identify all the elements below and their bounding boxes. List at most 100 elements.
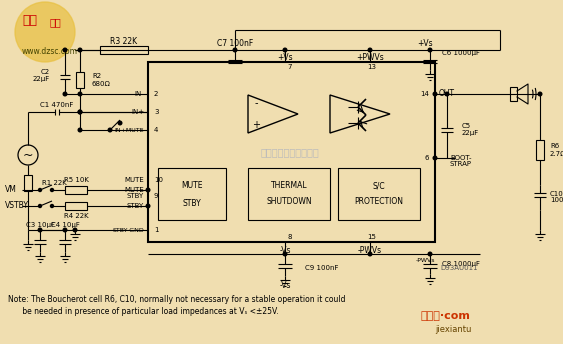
Text: R5 10K: R5 10K	[64, 177, 88, 183]
Text: 1: 1	[154, 227, 159, 233]
Circle shape	[38, 204, 42, 207]
Text: 15: 15	[368, 234, 377, 240]
Circle shape	[368, 48, 372, 52]
Text: THERMAL: THERMAL	[271, 182, 307, 191]
Text: -Vs: -Vs	[279, 246, 291, 255]
Text: IN+: IN+	[131, 109, 144, 115]
Circle shape	[433, 92, 437, 96]
Text: C1 470nF: C1 470nF	[41, 102, 74, 108]
Circle shape	[428, 48, 432, 52]
Text: STBY: STBY	[182, 198, 202, 207]
Circle shape	[283, 48, 287, 52]
Text: Note: The Boucherot cell R6, C10, normally not necessary for a stable operation : Note: The Boucherot cell R6, C10, normal…	[8, 295, 346, 304]
Circle shape	[433, 156, 437, 160]
Circle shape	[428, 252, 432, 256]
Circle shape	[146, 188, 150, 192]
Text: C5
22µF: C5 22µF	[462, 123, 479, 137]
Text: 3: 3	[154, 109, 159, 115]
Circle shape	[146, 204, 150, 208]
Bar	[148, 62, 435, 242]
Text: R4 22K: R4 22K	[64, 213, 88, 219]
Text: MUTE: MUTE	[124, 187, 144, 193]
Text: jiexiantu: jiexiantu	[435, 325, 471, 334]
Bar	[100, 46, 148, 54]
Text: PROTECTION: PROTECTION	[355, 196, 404, 205]
Circle shape	[118, 121, 122, 125]
Text: VSTBY: VSTBY	[5, 202, 29, 211]
Text: STBY-GND: STBY-GND	[112, 227, 144, 233]
Text: www.dzsc.com: www.dzsc.com	[22, 47, 78, 56]
Circle shape	[15, 2, 75, 62]
Bar	[510, 87, 517, 101]
Text: C6 1000µF: C6 1000µF	[442, 50, 480, 56]
Text: 13: 13	[368, 64, 377, 70]
Text: 接线图·com: 接线图·com	[420, 311, 470, 321]
Text: -Vs: -Vs	[279, 281, 291, 290]
Bar	[248, 168, 330, 220]
Text: +Vs: +Vs	[277, 54, 293, 63]
Circle shape	[78, 48, 82, 52]
Bar	[65, 202, 87, 210]
Text: C7 100nF: C7 100nF	[217, 39, 253, 47]
Text: R2
680Ω: R2 680Ω	[92, 74, 111, 86]
Circle shape	[78, 110, 82, 114]
Text: 2: 2	[154, 91, 158, 97]
Circle shape	[445, 92, 449, 96]
Bar	[65, 186, 87, 194]
Circle shape	[283, 252, 287, 256]
Circle shape	[78, 128, 82, 132]
Circle shape	[538, 92, 542, 96]
Bar	[338, 168, 420, 220]
Bar	[158, 168, 226, 220]
Text: 14: 14	[420, 91, 429, 97]
Text: STBY: STBY	[127, 203, 144, 209]
Circle shape	[38, 228, 42, 232]
Text: R3 22K: R3 22K	[110, 37, 137, 46]
Text: 10: 10	[154, 177, 163, 183]
Text: 4: 4	[154, 127, 158, 133]
Circle shape	[63, 92, 67, 96]
Circle shape	[78, 110, 82, 114]
Text: C9 100nF: C9 100nF	[305, 265, 338, 271]
Text: C8 1000µF: C8 1000µF	[442, 261, 480, 267]
Circle shape	[51, 204, 53, 207]
Circle shape	[38, 189, 42, 192]
Circle shape	[73, 228, 77, 232]
Text: BOOT-
STRAP: BOOT- STRAP	[450, 154, 472, 168]
Text: 维库: 维库	[23, 13, 38, 26]
Text: be needed in presence of particular load impedances at Vₛ <±25V.: be needed in presence of particular load…	[8, 307, 279, 316]
Circle shape	[368, 252, 372, 256]
Text: -PWVs: -PWVs	[415, 258, 435, 263]
Circle shape	[78, 92, 82, 96]
Text: +Vs: +Vs	[417, 39, 433, 47]
Text: MUTE: MUTE	[181, 182, 203, 191]
Text: VM: VM	[5, 185, 17, 194]
Text: S/C: S/C	[373, 182, 385, 191]
Text: C10
100nF: C10 100nF	[550, 191, 563, 204]
Text: STBY: STBY	[127, 193, 144, 199]
Text: MUTE: MUTE	[124, 177, 144, 183]
Text: +PWVs: +PWVs	[356, 54, 384, 63]
Text: 6: 6	[425, 155, 429, 161]
Text: D93AU011: D93AU011	[440, 265, 477, 271]
Text: IN-: IN-	[134, 91, 144, 97]
Text: C3 10µF: C3 10µF	[25, 222, 55, 228]
Text: 8: 8	[288, 234, 292, 240]
Text: -PWVs: -PWVs	[358, 246, 382, 255]
Text: 杭州裕睿科技有限公司: 杭州裕睿科技有限公司	[261, 147, 319, 157]
Bar	[536, 140, 544, 160]
Text: R6
2.7Ω: R6 2.7Ω	[550, 143, 563, 157]
Circle shape	[63, 228, 67, 232]
Text: 7: 7	[288, 64, 292, 70]
Text: C2
22µF: C2 22µF	[33, 68, 50, 82]
Text: IN+MUTE: IN+MUTE	[114, 128, 144, 132]
Text: -: -	[254, 98, 258, 108]
Text: 一卡: 一卡	[49, 17, 61, 27]
Text: ~: ~	[23, 149, 33, 161]
Circle shape	[233, 48, 237, 52]
Text: 9: 9	[154, 193, 159, 199]
Bar	[24, 175, 32, 191]
Text: +: +	[252, 120, 260, 130]
Text: OUT: OUT	[439, 89, 455, 98]
Bar	[76, 72, 84, 88]
